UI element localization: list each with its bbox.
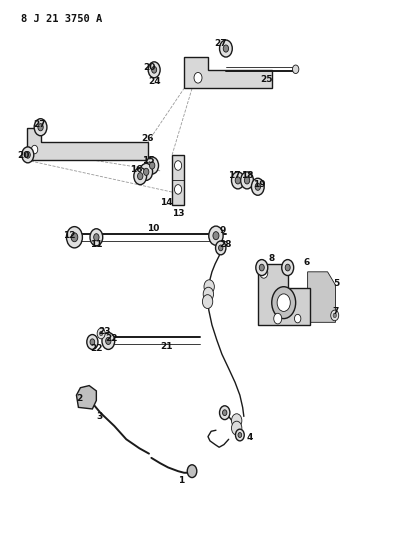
- Text: 10: 10: [147, 224, 159, 233]
- Text: 16: 16: [130, 165, 142, 174]
- Text: 14: 14: [160, 198, 172, 207]
- Circle shape: [220, 406, 230, 419]
- Circle shape: [218, 245, 223, 251]
- Circle shape: [25, 151, 30, 158]
- Circle shape: [94, 233, 99, 241]
- Circle shape: [252, 178, 264, 195]
- Circle shape: [272, 287, 296, 319]
- Circle shape: [144, 168, 149, 175]
- Circle shape: [285, 264, 290, 271]
- Text: 17: 17: [228, 171, 240, 180]
- Circle shape: [204, 280, 214, 294]
- Circle shape: [71, 233, 78, 242]
- Circle shape: [255, 183, 260, 190]
- Circle shape: [148, 62, 160, 78]
- Polygon shape: [27, 128, 148, 160]
- Text: 13: 13: [172, 209, 184, 218]
- Circle shape: [66, 227, 82, 248]
- Text: 4: 4: [247, 433, 253, 442]
- Text: 3: 3: [96, 412, 103, 421]
- Circle shape: [102, 333, 115, 350]
- Circle shape: [150, 162, 155, 169]
- Circle shape: [87, 335, 98, 350]
- Circle shape: [174, 161, 182, 170]
- Text: 19: 19: [254, 180, 266, 189]
- Circle shape: [331, 310, 339, 321]
- Circle shape: [202, 295, 213, 309]
- Text: 6: 6: [304, 258, 310, 266]
- Text: 8 J 21 3750 A: 8 J 21 3750 A: [21, 14, 102, 24]
- Circle shape: [213, 232, 219, 240]
- Circle shape: [138, 173, 143, 180]
- Circle shape: [232, 414, 242, 427]
- Circle shape: [294, 314, 301, 323]
- Circle shape: [277, 294, 290, 311]
- Circle shape: [90, 229, 103, 246]
- Text: 20: 20: [143, 63, 155, 72]
- Text: 18: 18: [241, 171, 253, 180]
- Text: 24: 24: [148, 77, 160, 86]
- Text: 20: 20: [18, 151, 30, 160]
- Circle shape: [146, 157, 158, 174]
- Text: 27: 27: [34, 119, 46, 128]
- Text: 11: 11: [90, 240, 103, 249]
- Polygon shape: [172, 155, 184, 205]
- Circle shape: [38, 124, 43, 131]
- Circle shape: [187, 465, 197, 478]
- Text: 12: 12: [63, 231, 76, 240]
- Circle shape: [97, 328, 105, 339]
- Circle shape: [282, 260, 294, 276]
- Circle shape: [260, 268, 268, 278]
- Circle shape: [236, 429, 244, 441]
- Circle shape: [274, 313, 282, 324]
- Circle shape: [106, 337, 111, 344]
- Circle shape: [241, 172, 254, 189]
- Circle shape: [22, 147, 34, 163]
- Circle shape: [222, 410, 227, 416]
- Circle shape: [34, 119, 47, 136]
- Text: 5: 5: [333, 279, 340, 288]
- Circle shape: [235, 177, 240, 184]
- Circle shape: [232, 172, 244, 189]
- Text: 2: 2: [76, 394, 83, 403]
- Polygon shape: [258, 264, 310, 325]
- Text: 9: 9: [220, 226, 226, 235]
- Circle shape: [140, 164, 152, 180]
- Circle shape: [134, 167, 146, 184]
- Polygon shape: [184, 56, 272, 88]
- Polygon shape: [308, 272, 336, 322]
- Text: 22: 22: [105, 334, 118, 343]
- Circle shape: [259, 264, 264, 271]
- Circle shape: [203, 287, 214, 301]
- Text: 22: 22: [90, 344, 103, 353]
- Circle shape: [194, 72, 202, 83]
- Circle shape: [90, 339, 95, 345]
- Circle shape: [292, 65, 299, 74]
- Circle shape: [232, 421, 242, 435]
- Text: 26: 26: [141, 134, 154, 143]
- Circle shape: [223, 45, 228, 52]
- Circle shape: [31, 146, 38, 154]
- Text: 23: 23: [98, 327, 110, 336]
- Circle shape: [238, 433, 242, 438]
- Circle shape: [333, 313, 336, 318]
- Text: 8: 8: [269, 254, 275, 263]
- Text: 15: 15: [142, 156, 154, 165]
- Circle shape: [152, 67, 157, 73]
- Circle shape: [100, 331, 103, 336]
- Text: 25: 25: [261, 75, 273, 84]
- Circle shape: [216, 241, 226, 255]
- Text: 21: 21: [160, 342, 172, 351]
- Circle shape: [244, 177, 250, 184]
- Text: 27: 27: [214, 39, 227, 48]
- Text: 28: 28: [220, 240, 232, 249]
- Circle shape: [220, 40, 232, 57]
- Text: 7: 7: [332, 306, 339, 316]
- Polygon shape: [76, 385, 96, 409]
- Circle shape: [256, 260, 268, 276]
- Circle shape: [209, 226, 223, 245]
- Circle shape: [174, 184, 182, 194]
- Text: 1: 1: [178, 476, 184, 484]
